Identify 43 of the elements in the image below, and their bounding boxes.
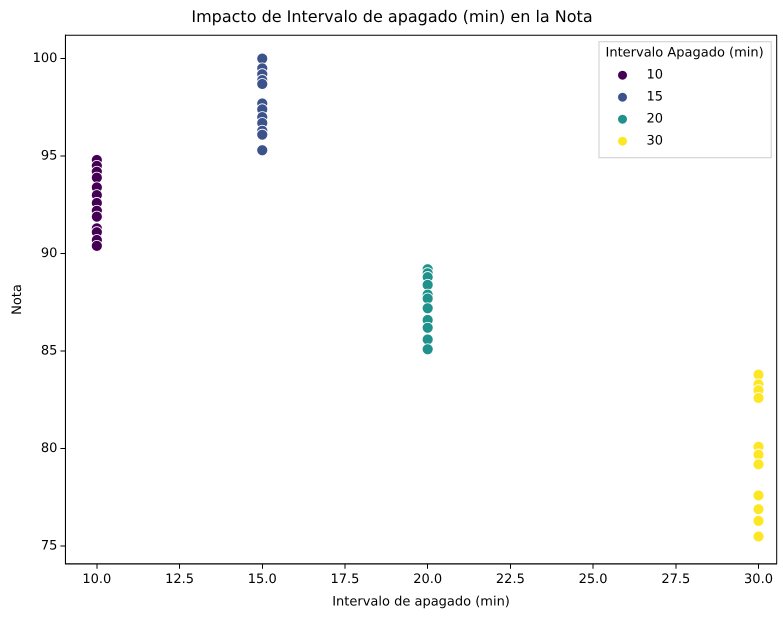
x-tick-label: 30.0 (744, 572, 773, 587)
x-tick-label: 10.0 (82, 572, 112, 587)
point (422, 343, 434, 356)
legend-label: 30 (646, 134, 664, 149)
legend-label: 15 (646, 90, 664, 105)
legend-title: Intervalo Apagado (min) (606, 46, 764, 61)
point (422, 278, 434, 291)
x-tick-label: 20.0 (413, 572, 442, 587)
point (90, 210, 103, 222)
point (752, 448, 764, 460)
y-tick-label: 95 (40, 148, 58, 164)
y-axis-title: Nota (10, 284, 26, 315)
point (422, 302, 434, 314)
y-tick-label: 100 (32, 50, 58, 66)
point (752, 368, 764, 380)
point (752, 458, 764, 470)
point (422, 322, 434, 334)
point (752, 514, 764, 527)
point (752, 392, 764, 404)
x-tick-label: 17.5 (330, 572, 360, 587)
point (256, 78, 268, 90)
point (256, 128, 268, 141)
x-tick-label: 22.5 (496, 572, 525, 587)
point (422, 292, 434, 304)
x-tick-label: 27.5 (661, 572, 690, 587)
point (90, 172, 103, 184)
point (752, 503, 764, 516)
y-tick-label: 80 (40, 441, 58, 456)
legend-label: 20 (646, 112, 664, 127)
point (752, 490, 764, 502)
point (752, 530, 764, 542)
chart-title: Impacto de Intervalo de apagado (min) en la Nota (191, 6, 593, 26)
point (422, 334, 434, 346)
y-tick-label: 90 (40, 246, 58, 262)
x-axis-title: Intervalo de apagado (min) (332, 594, 510, 610)
point (90, 240, 103, 252)
legend-label: 10 (646, 68, 664, 83)
x-tick-label: 15.0 (248, 572, 277, 587)
y-tick-label: 85 (40, 344, 58, 359)
x-tick-label: 25.0 (578, 572, 608, 587)
point (256, 144, 268, 156)
x-tick-label: 12.5 (165, 572, 194, 587)
y-tick-label: 75 (40, 538, 58, 554)
